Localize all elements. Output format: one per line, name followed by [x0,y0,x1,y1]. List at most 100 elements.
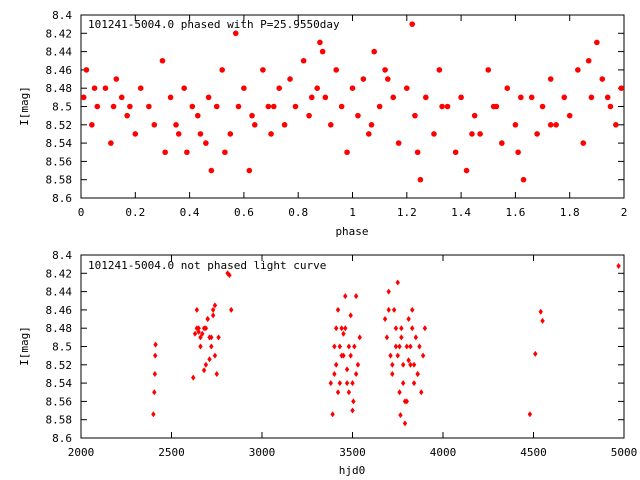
data-point [249,112,255,119]
data-point [365,131,372,137]
data-point [618,85,625,91]
data-point [485,67,492,73]
data-point [219,67,225,73]
data-point [268,131,274,137]
bottom-x-axis-label: hjd0 [339,464,366,477]
data-point [208,167,215,174]
data-point [561,94,568,101]
data-point [397,343,402,350]
data-point [412,112,418,119]
data-point [398,412,403,419]
data-point [528,94,535,101]
data-point [390,94,397,101]
data-point [213,103,220,110]
data-point [566,112,573,119]
y-tick-label: 8.46 [46,64,73,77]
data-point [408,343,413,350]
data-point [395,279,400,286]
top-y-axis: 8.4 8.42 8.44 8.46 8.48 8.5 8.52 8.54 8.56 8.58 8.… [46,9,624,205]
data-point [192,330,198,337]
data-point [439,103,445,110]
data-point [404,85,410,91]
data-point [276,85,282,91]
data-point [360,76,367,82]
data-point [209,343,214,350]
data-point [132,131,139,137]
data-point [207,334,212,341]
data-point [400,380,406,387]
top-chart-title: 101241-5004.0 phased with P=25.9550day [88,18,340,31]
data-point [348,312,353,319]
data-point [89,122,95,128]
data-point [499,140,505,146]
data-point [210,306,216,313]
bottom-data-points [151,262,621,427]
data-point [413,334,419,341]
data-point [229,306,234,313]
bottom-chart: 8.4 8.42 8.44 8.46 8.48 8.5 8.52 8.54 8.56 8.58 8.… [18,249,637,477]
data-point [308,94,315,101]
data-point [409,21,416,27]
data-point [327,122,334,128]
data-point [110,103,117,110]
y-tick-label: 8.5 [52,101,72,114]
y-tick-label: 8.5 [52,341,72,354]
top-x-axis-label: phase [335,225,368,238]
data-point [399,325,404,332]
data-point [539,103,546,110]
x-tick-label: 5000 [611,446,638,459]
data-point [384,76,391,82]
data-point [533,350,538,357]
data-point [404,343,409,350]
data-point [420,352,426,359]
y-tick-label: 8.6 [52,432,72,445]
data-point [588,94,595,101]
data-point [410,306,415,313]
data-point [417,343,422,350]
data-point [350,407,355,414]
data-point [343,293,348,300]
data-point [607,103,614,110]
data-point [181,85,187,91]
data-point [540,317,545,324]
data-point [205,94,212,101]
data-point [391,306,397,313]
x-tick-label: 1.2 [397,206,417,219]
data-point [198,334,203,341]
data-point [314,85,321,91]
top-y-axis-label: I[mag] [18,86,31,126]
data-point [538,308,543,315]
data-point [201,325,207,332]
data-point [162,149,168,156]
data-point [235,103,242,110]
data-point [458,94,464,101]
x-tick-label: 0.6 [234,206,254,219]
data-point [402,398,408,405]
data-point [337,343,343,350]
data-point [352,343,357,350]
data-point [580,140,587,146]
bottom-x-axis: 2000 2500 3000 3500 4000 4500 5000 [68,255,638,459]
data-point [118,94,125,101]
data-point [353,370,359,377]
data-point [393,325,399,332]
y-tick-label: 8.4 [52,249,72,262]
data-point [197,131,204,137]
data-point [444,103,451,110]
data-point [287,76,293,82]
data-point [518,94,524,101]
x-tick-label: 1.4 [451,206,471,219]
data-point [346,389,352,396]
data-point [388,352,393,359]
y-tick-label: 8.58 [46,414,73,427]
data-point [198,343,203,350]
data-point [241,85,247,91]
data-point [395,352,400,359]
x-tick-label: 1.8 [560,206,580,219]
data-point [402,420,408,427]
data-point [341,330,346,337]
data-point [330,411,335,418]
data-point [335,306,341,313]
data-point [393,343,399,350]
